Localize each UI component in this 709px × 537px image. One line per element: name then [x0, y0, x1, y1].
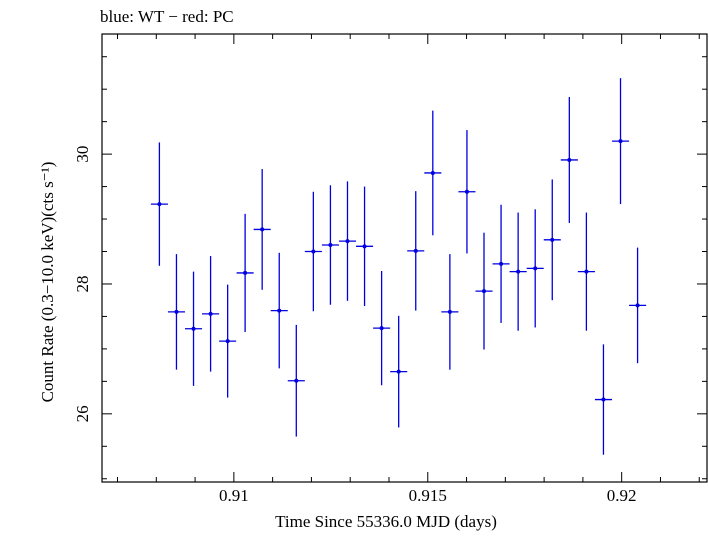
data-point [458, 130, 476, 254]
x-axis-label: Time Since 55336.0 MJD (days) [275, 512, 497, 531]
data-marker [174, 309, 179, 314]
data-marker [413, 248, 418, 253]
axes-ticks: 0.91 0.915 0.92 26 28 30 [73, 34, 707, 505]
data-point [492, 204, 510, 323]
data-point [373, 270, 391, 386]
y-axis-label: Count Rate (0.3−10.0 keV)(cts s⁻¹) [38, 162, 57, 403]
data-point [236, 213, 254, 333]
y-tick-label: 28 [73, 275, 92, 292]
data-point [526, 209, 544, 328]
data-point [577, 212, 595, 331]
data-marker [396, 369, 401, 374]
data-marker [157, 202, 162, 207]
data-point [338, 181, 357, 301]
data-point [475, 232, 493, 350]
data-point [202, 256, 220, 372]
data-marker [464, 189, 469, 194]
plot-frame [101, 33, 708, 483]
data-point [270, 252, 288, 369]
x-tick-label: 0.92 [607, 486, 637, 505]
y-tick-label: 30 [73, 146, 92, 163]
data-point [594, 344, 612, 455]
data-point [407, 191, 425, 311]
data-point [441, 254, 459, 370]
data-marker [618, 139, 623, 144]
data-point [611, 78, 630, 205]
data-point [509, 212, 527, 331]
data-marker [430, 170, 435, 175]
chart-title: blue: WT − red: PC [100, 7, 234, 26]
data-point [287, 324, 305, 437]
data-point [629, 247, 647, 364]
data-point [356, 186, 374, 307]
data-point [150, 142, 168, 266]
data-point [219, 284, 237, 398]
y-tick-label: 26 [73, 405, 92, 422]
data-marker [499, 261, 504, 266]
data-point [424, 110, 442, 236]
data-marker [482, 289, 487, 294]
data-marker [345, 239, 350, 244]
data-marker [294, 378, 299, 383]
data-point [321, 185, 339, 305]
data-series [150, 78, 647, 455]
x-tick-label: 0.91 [219, 486, 249, 505]
series-wt [150, 78, 647, 455]
data-marker [191, 326, 196, 331]
data-marker [225, 339, 230, 344]
data-marker [516, 269, 521, 274]
data-marker [260, 227, 265, 232]
data-marker [601, 397, 606, 402]
data-point [167, 254, 185, 370]
data-marker [243, 270, 248, 275]
data-point [304, 191, 322, 312]
data-point [184, 271, 203, 386]
data-marker [277, 308, 282, 313]
data-marker [379, 326, 384, 331]
x-tick-label: 0.915 [409, 486, 447, 505]
data-point [253, 169, 271, 290]
data-marker [567, 157, 572, 162]
data-point [390, 315, 408, 428]
data-marker [328, 243, 333, 248]
data-marker [635, 303, 640, 308]
data-marker [584, 269, 589, 274]
data-point [543, 179, 561, 301]
data-marker [533, 266, 538, 271]
data-marker [208, 311, 213, 316]
data-marker [311, 249, 316, 254]
data-marker [447, 309, 452, 314]
data-marker [362, 244, 367, 249]
data-point [560, 96, 578, 223]
data-marker [550, 237, 555, 242]
